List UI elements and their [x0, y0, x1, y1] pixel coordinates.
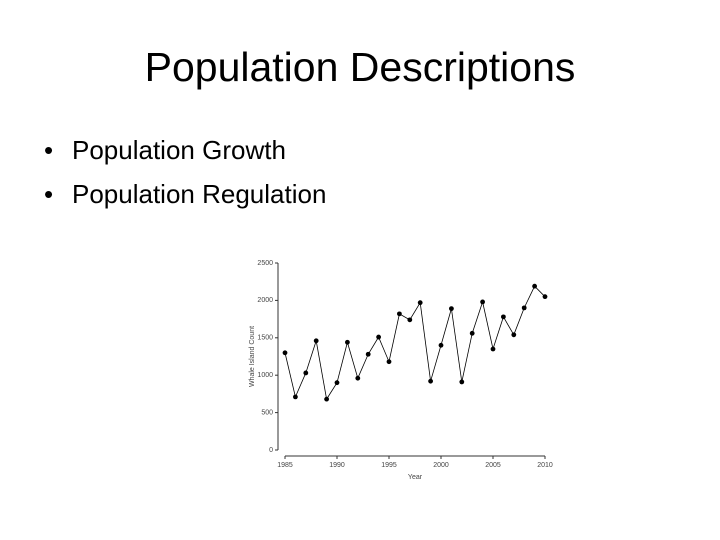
y-tick-label: 1000 — [257, 372, 273, 379]
y-axis-label: Whale Island Count — [249, 326, 256, 387]
data-point — [438, 342, 444, 348]
data-point — [459, 379, 465, 385]
y-tick-label: 2000 — [257, 297, 273, 304]
y-tick-label: 2500 — [257, 260, 273, 267]
data-point — [532, 283, 537, 289]
data-point — [490, 346, 496, 352]
x-tick-label: 2005 — [485, 462, 501, 469]
data-point — [345, 339, 350, 345]
bullet-dot: • — [44, 135, 53, 165]
data-point — [469, 330, 475, 336]
bullet-dot: • — [44, 179, 53, 209]
data-point — [386, 359, 392, 365]
data-point — [355, 375, 361, 381]
x-tick-label: 1985 — [277, 462, 293, 469]
data-point — [303, 370, 309, 376]
x-tick-label: 1995 — [381, 462, 397, 469]
y-tick-label: 500 — [261, 409, 273, 416]
x-tick-label: 1990 — [329, 462, 345, 469]
data-point — [542, 294, 548, 300]
data-point — [417, 300, 423, 306]
x-axis-label: Year — [408, 474, 423, 481]
data-point — [334, 380, 340, 386]
bullet-text: Population Regulation — [72, 179, 326, 209]
y-tick-label: 0 — [269, 447, 273, 454]
data-point — [511, 332, 517, 338]
data-point — [376, 334, 381, 340]
data-point — [313, 338, 319, 344]
data-point — [501, 314, 506, 320]
data-line — [284, 285, 546, 401]
x-tick-label: 2010 — [537, 462, 553, 469]
chart: 0 500 1000 1500 2000 2500 1985 1990 1995 2000 2005… — [249, 260, 553, 481]
data-point — [282, 350, 288, 356]
data-point — [428, 378, 433, 384]
bullet-text: Population Growth — [72, 135, 286, 165]
x-tick-label: 2000 — [433, 462, 449, 469]
data-point — [293, 394, 298, 400]
data-point — [407, 317, 413, 323]
data-point — [521, 305, 527, 311]
data-point — [365, 351, 371, 357]
data-point — [324, 396, 329, 402]
slide-title: Population Descriptions — [145, 44, 576, 90]
data-point — [449, 306, 454, 312]
y-tick-label: 1500 — [257, 335, 273, 342]
data-point — [480, 299, 485, 305]
data-point — [397, 311, 402, 317]
